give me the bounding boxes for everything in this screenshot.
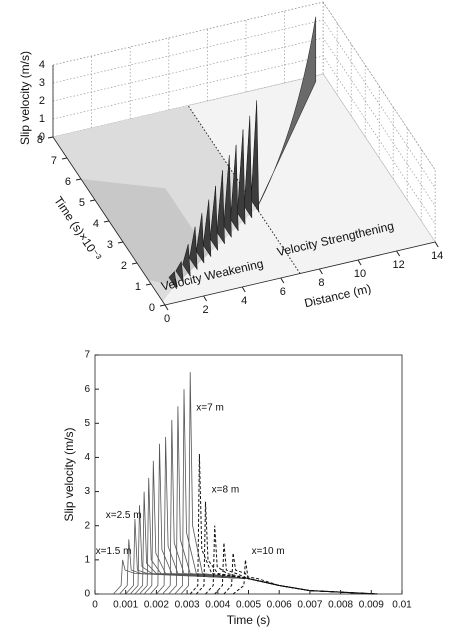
y-axis-label: Slip velocity (m/s) [62, 427, 76, 521]
y-tick-label: 4 [84, 452, 90, 463]
pulse-line [214, 542, 378, 595]
y-tick [159, 304, 166, 307]
pulse-line [195, 501, 378, 595]
x-tick-label: 0 [164, 313, 170, 325]
x-tick [280, 277, 285, 284]
y-tick-label: 1 [135, 281, 141, 293]
x-tick-label: 0.005 [236, 600, 261, 611]
x-axis-label: Time (s) [227, 613, 271, 627]
boundary-line [187, 105, 301, 274]
y-tick-label: 7 [51, 155, 57, 167]
pulse-line [232, 559, 378, 595]
axis-line [164, 241, 436, 306]
x-tick [164, 304, 169, 311]
slip-spike [182, 244, 191, 278]
slip-spike [202, 199, 212, 258]
curve-label: x=8 m [212, 485, 240, 496]
slip-spike [230, 144, 239, 232]
y-tick-label: 0 [84, 589, 90, 600]
slip-spike [244, 115, 253, 219]
y-tick [103, 220, 110, 223]
y-tick-label: 6 [65, 176, 71, 188]
y-tick-label: 2 [84, 520, 90, 531]
slip-spike [175, 260, 184, 283]
y-tick [117, 241, 124, 244]
y-tick-label: 3 [84, 486, 90, 497]
z-tick-label: 3 [39, 77, 45, 89]
y-tick-label: 5 [79, 197, 85, 209]
x-tick-label: 0.009 [359, 600, 384, 611]
line-plot: 0 0.001 0.002 0.003 0.004 0.005 0.006 0.007 0.00… [62, 350, 412, 628]
x-tick [241, 286, 246, 293]
y-tick [89, 199, 96, 202]
y-tick-label: 7 [84, 350, 90, 361]
x-tick-label: 8 [318, 277, 324, 289]
x-tick-label: 0.01 [392, 600, 412, 611]
y-tick-label: 6 [84, 384, 90, 395]
slipped-region [81, 179, 209, 286]
curve-label: x=7 m [196, 403, 224, 414]
x-tick-label: 6 [280, 286, 286, 298]
x-tick [434, 241, 439, 248]
y-tick-label: 4 [93, 218, 99, 230]
x-tick-label: 14 [431, 250, 443, 262]
x-tick-label: 4 [241, 295, 247, 307]
curve-label: x=1.5 m [96, 546, 132, 557]
slip-spike [216, 170, 225, 245]
pulse-line [189, 453, 378, 595]
x-tick-label: 0.006 [267, 600, 292, 611]
x-tick-label: 12 [392, 259, 404, 271]
x-tick [318, 268, 323, 275]
x-tick [357, 259, 362, 266]
x-tick-label: 2 [203, 304, 209, 316]
z-tick-label: 2 [39, 95, 45, 107]
slip-spike [223, 154, 232, 239]
y-tick-label: 0 [149, 302, 155, 314]
grid-line [52, 1, 436, 171]
slip-spike [196, 213, 205, 264]
slip-spike [250, 100, 260, 213]
x-tick-label: 0.008 [328, 600, 353, 611]
plot-frame [94, 354, 403, 595]
y-tick [131, 262, 138, 265]
slip-spike [237, 129, 246, 226]
slip-spike [189, 226, 198, 271]
y-tick-label: 5 [84, 418, 90, 429]
slip-spike [209, 185, 218, 252]
y-tick [145, 283, 152, 286]
x-tick-label: 0.001 [113, 600, 138, 611]
curve-label: x=2.5 m [106, 510, 142, 521]
curve-label: x=10 m [252, 546, 285, 557]
z-tick-label: 1 [39, 113, 45, 125]
y-tick [47, 136, 54, 139]
y-tick-label: 8 [37, 134, 43, 146]
x-tick-label: 10 [354, 268, 366, 280]
x-tick [203, 295, 208, 302]
y-tick [75, 178, 82, 181]
x-tick [396, 250, 401, 257]
y-tick-label: 2 [121, 260, 127, 272]
x-tick-label: 0.004 [205, 600, 230, 611]
z-tick-label: 4 [39, 59, 45, 71]
y-tick-label: 1 [84, 554, 90, 565]
z-axis-label: Slip velocity (m/s) [18, 51, 32, 145]
y-tick [61, 157, 68, 160]
slip-spike [168, 270, 177, 290]
x-tick-label: 0 [92, 600, 98, 611]
arrest-ridge [256, 16, 317, 209]
x-axis-label: Distance (m) [303, 281, 372, 310]
y-tick-label: 3 [107, 239, 113, 251]
pulse-line [205, 525, 378, 595]
x-tick-label: 0.003 [175, 600, 200, 611]
z-tick-label: 0 [39, 131, 45, 143]
x-tick-label: 0.002 [144, 600, 169, 611]
pulse-line [223, 552, 378, 595]
x-tick-label: 0.007 [297, 600, 322, 611]
